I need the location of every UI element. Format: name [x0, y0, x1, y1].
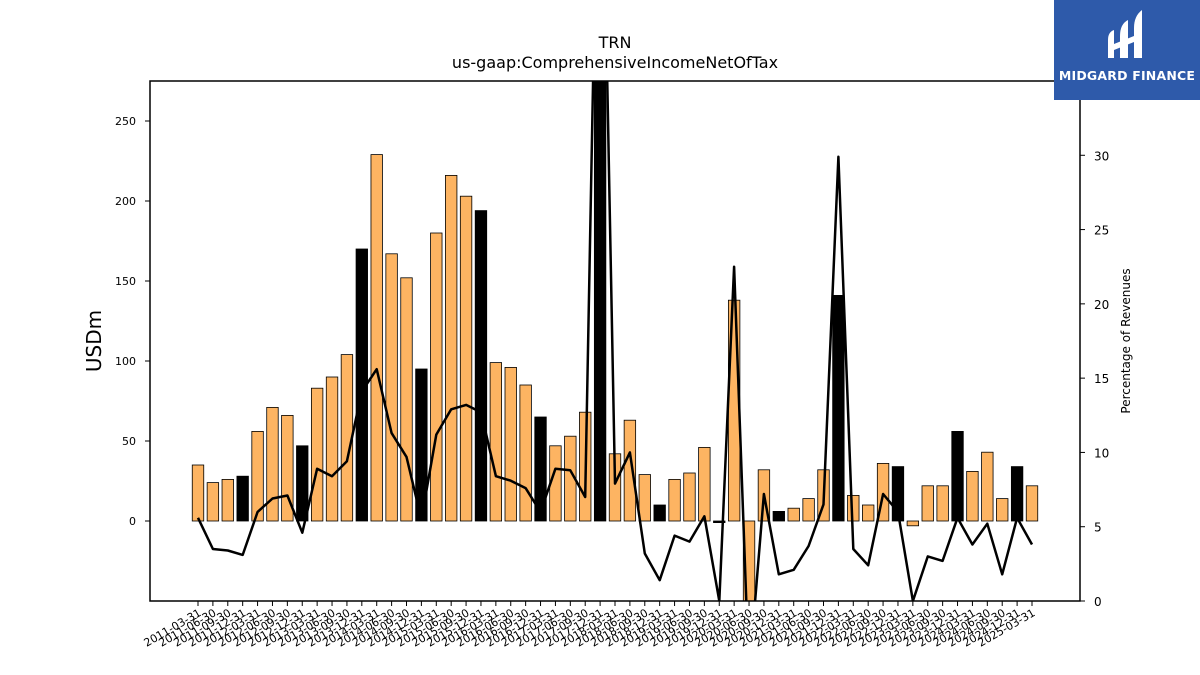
midgard-finance-logo-icon — [1108, 10, 1142, 58]
bar — [906, 520, 920, 527]
bar — [266, 406, 279, 522]
bar — [296, 445, 309, 522]
bar — [415, 368, 428, 522]
bar — [832, 294, 845, 522]
bar — [310, 387, 324, 522]
bar — [996, 498, 1009, 522]
bar — [787, 507, 800, 522]
bar — [742, 520, 756, 601]
bar — [862, 504, 875, 522]
bar — [772, 510, 785, 522]
plot-frame — [149, 80, 1081, 602]
bar — [400, 277, 413, 522]
bars-layer — [191, 81, 1039, 601]
bar — [683, 472, 696, 522]
y-tick-label: 50 — [122, 435, 136, 448]
brand-name: MIDGARD FINANCE — [1058, 68, 1196, 83]
bar — [459, 195, 473, 522]
left-axis: 0 50 100 150 200 250 — [115, 115, 150, 528]
bar — [281, 414, 294, 522]
bar — [221, 478, 234, 522]
bar — [504, 366, 517, 522]
bar — [1025, 485, 1039, 522]
chart-title: TRN — [598, 33, 632, 52]
percentage-line — [196, 81, 1034, 601]
line-layer — [196, 81, 1034, 601]
right-axis: 0 5 10 15 20 25 30 — [1080, 149, 1109, 609]
bar — [385, 253, 398, 522]
bar — [638, 474, 651, 522]
bar — [489, 362, 503, 522]
y2-tick-label: 15 — [1094, 372, 1109, 386]
bar — [236, 475, 249, 522]
bar — [474, 210, 488, 522]
bar — [593, 81, 607, 522]
bar — [251, 430, 264, 522]
y-tick-label: 0 — [129, 515, 136, 528]
bar — [430, 232, 443, 522]
y2-tick-label: 0 — [1094, 595, 1102, 609]
bar — [713, 520, 726, 524]
bar — [623, 419, 637, 522]
chart-subtitle: us-gaap:ComprehensiveIncomeNetOfTax — [452, 53, 778, 72]
bar — [668, 478, 681, 522]
bar — [519, 384, 532, 522]
brand-logo: MIDGARD FINANCE — [1054, 0, 1200, 100]
bar — [206, 482, 220, 522]
y2-tick-label: 25 — [1094, 224, 1109, 238]
bar — [698, 446, 711, 522]
bar — [534, 416, 547, 522]
bar — [191, 464, 205, 522]
bar — [891, 466, 905, 522]
bar — [445, 174, 458, 522]
y2-axis-label: Percentage of Revenues — [1119, 268, 1133, 413]
y2-tick-label: 20 — [1094, 298, 1109, 312]
bar — [936, 485, 949, 522]
bar — [325, 376, 339, 522]
bar — [981, 451, 994, 522]
x-axis: 2011-03-312011-06-302011-09-302011-12-31… — [142, 601, 1038, 650]
bar — [370, 154, 383, 522]
y-tick-label: 250 — [115, 115, 136, 128]
bar — [802, 498, 815, 522]
bar — [1010, 466, 1024, 522]
bar — [951, 430, 964, 522]
y2-tick-label: 10 — [1094, 446, 1109, 460]
y-tick-label: 150 — [115, 275, 136, 288]
y2-tick-label: 5 — [1094, 521, 1102, 535]
bar — [653, 504, 666, 522]
y-axis-label: USDm — [82, 310, 106, 372]
y-tick-label: 200 — [115, 195, 136, 208]
y2-tick-label: 30 — [1094, 149, 1109, 163]
y-tick-label: 100 — [115, 355, 136, 368]
bar — [876, 462, 890, 522]
bar — [966, 470, 979, 522]
bar — [921, 485, 934, 522]
